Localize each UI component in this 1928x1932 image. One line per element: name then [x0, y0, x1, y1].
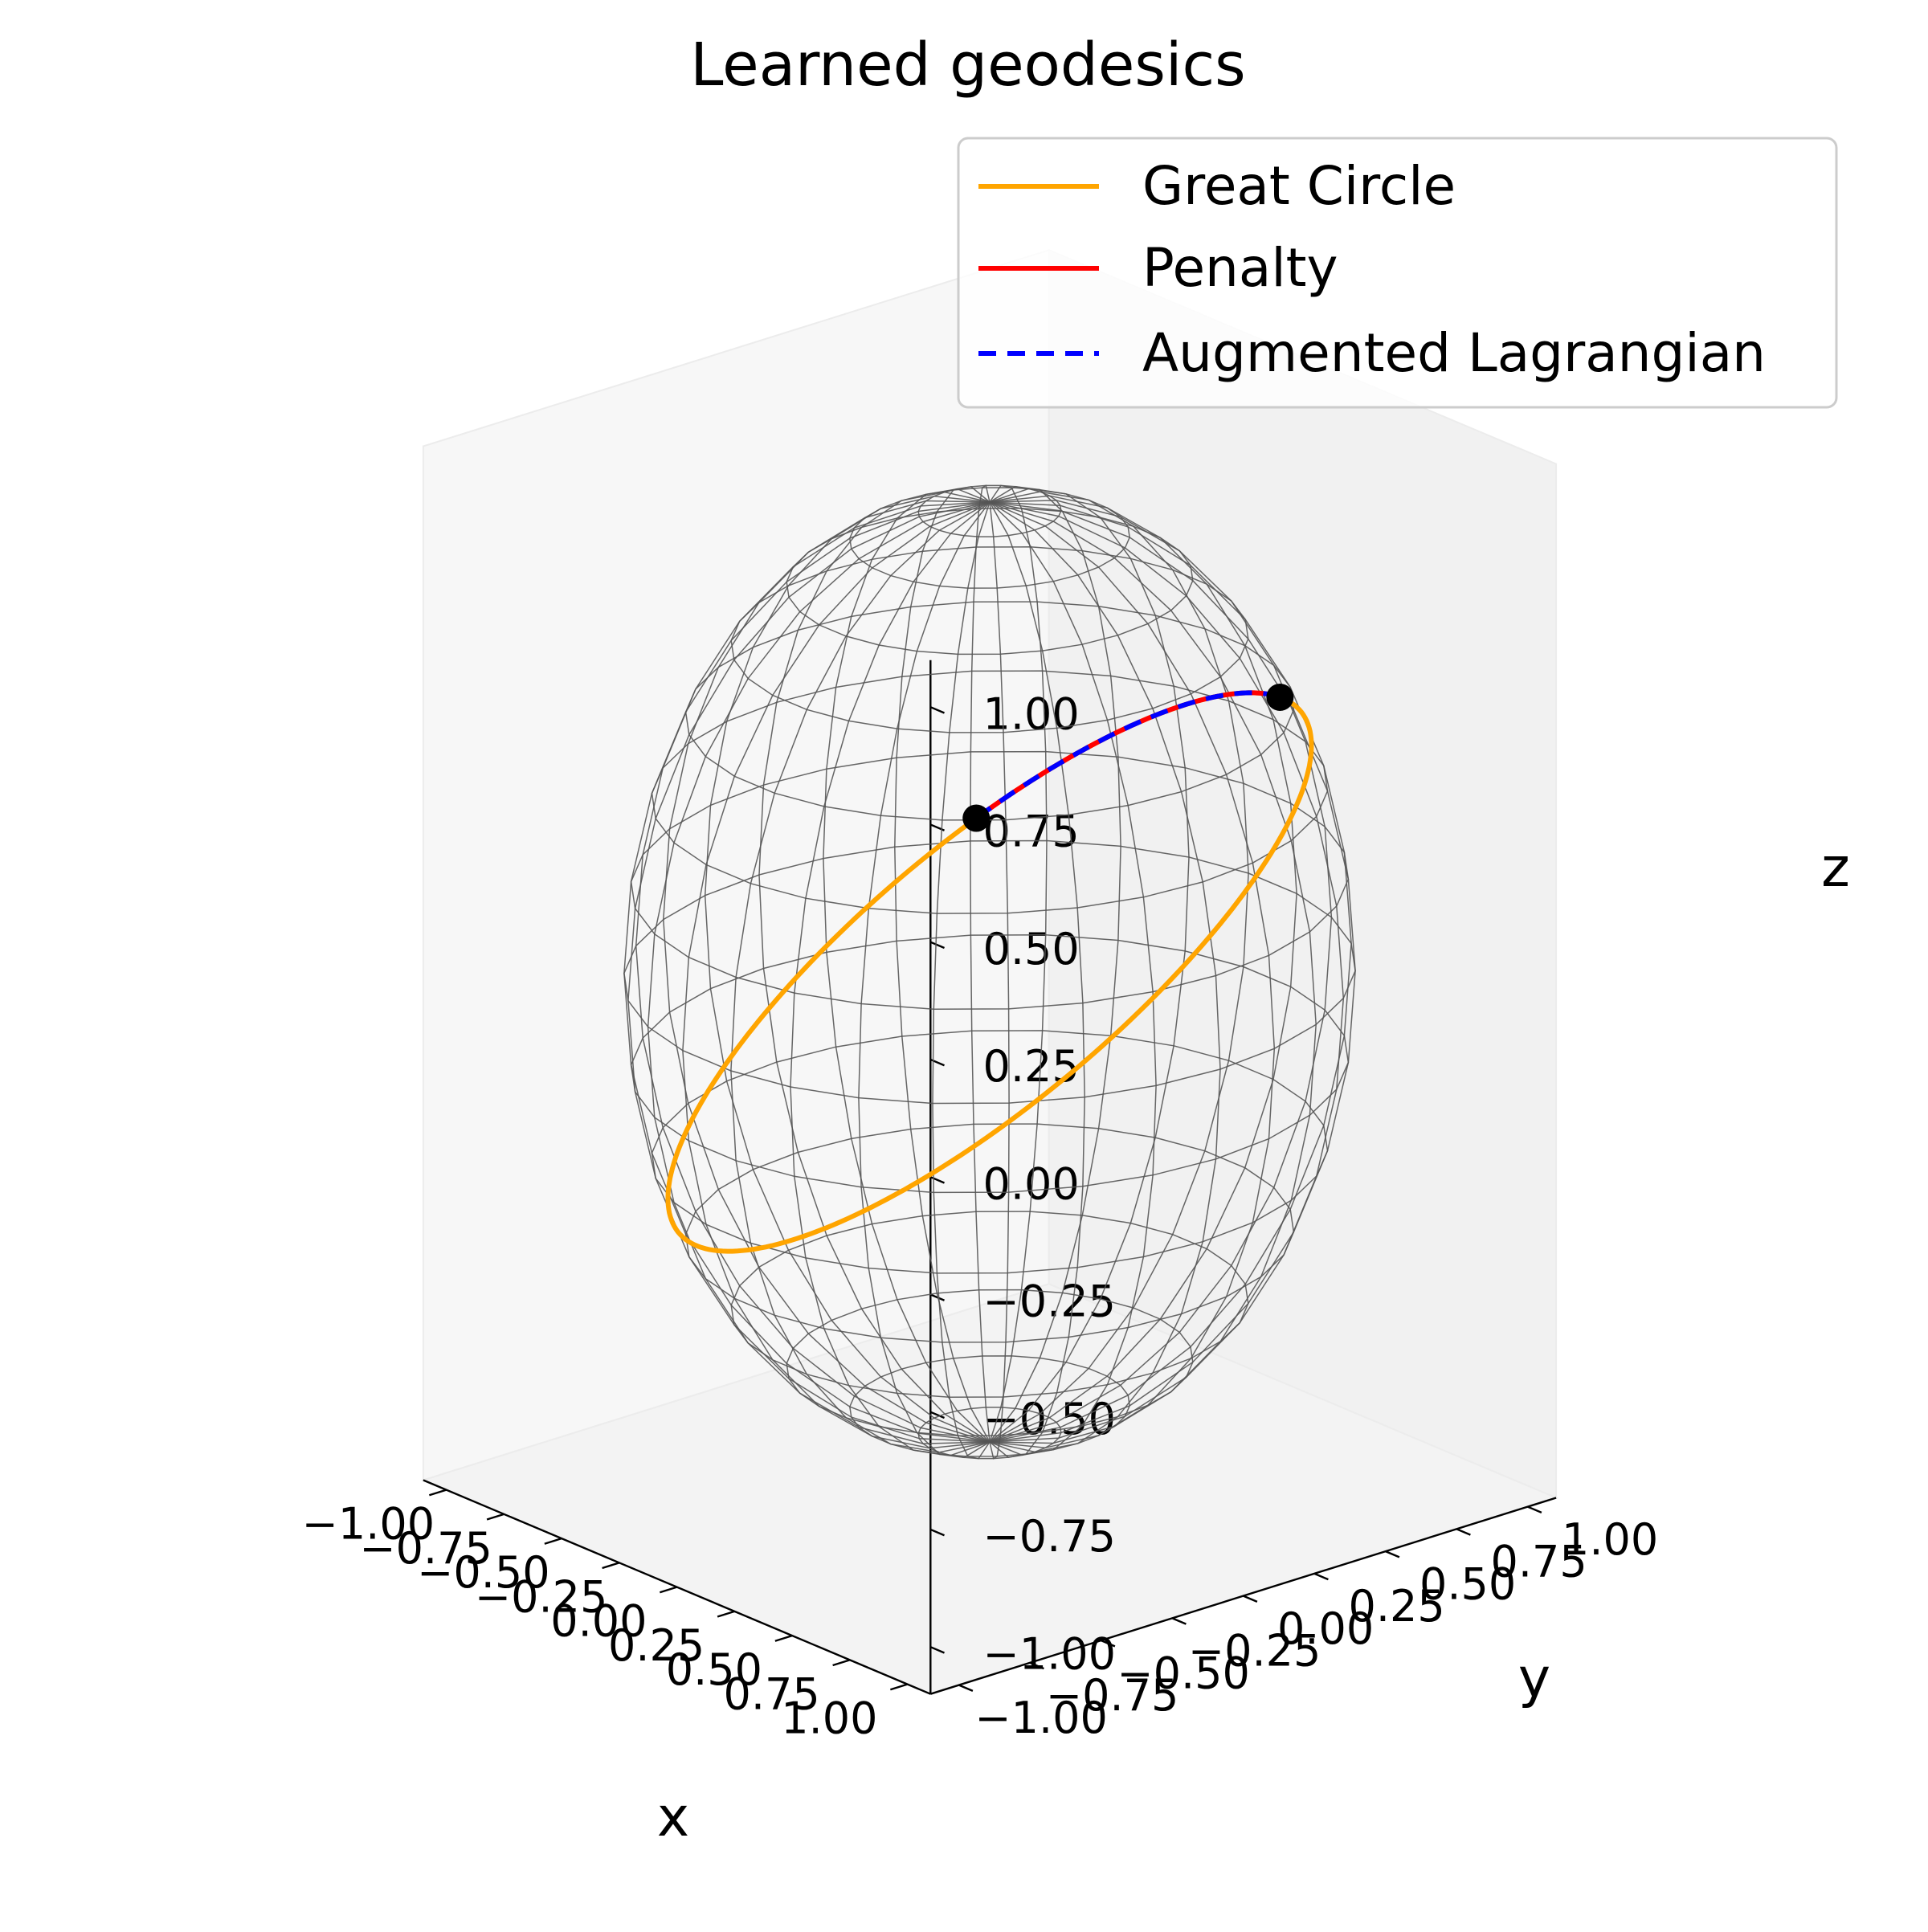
y-axis-label: y [1518, 1647, 1550, 1710]
meridian-line [682, 501, 991, 1449]
z-tick-label: 0.50 [983, 924, 1080, 974]
z-tick-label: −0.25 [983, 1276, 1116, 1327]
z-tick-label: −1.00 [983, 1628, 1116, 1679]
z-tick-mark [929, 1646, 945, 1654]
meridian-line [635, 501, 991, 1443]
x-tick-label: 0.25 [608, 1620, 705, 1671]
x-tick-mark [429, 1489, 447, 1497]
y-tick-mark [958, 1684, 974, 1692]
z-tick-mark [929, 1411, 945, 1419]
chart-title: Learned geodesics [690, 31, 1245, 100]
z-tick-mark [929, 1528, 945, 1537]
z-tick-mark [929, 941, 945, 950]
meridian-line [989, 501, 1085, 1458]
x-tick-mark [660, 1586, 677, 1594]
y-tick-mark [1029, 1661, 1044, 1670]
meridian-line [758, 491, 991, 1443]
x-tick-label: −0.75 [359, 1523, 492, 1574]
y-tick-mark [1456, 1528, 1471, 1536]
endpoint-marker [962, 804, 991, 832]
z-tick-label: 0.75 [983, 807, 1080, 857]
x-tick-label: −1.00 [302, 1499, 435, 1550]
x-tick-label: 0.75 [723, 1669, 819, 1719]
y-tick-label: 0.00 [1277, 1603, 1374, 1654]
meridian-line [663, 500, 991, 1443]
pane-left [422, 248, 1050, 1481]
axis-panes [420, 248, 1559, 1695]
x-tick-mark [602, 1562, 620, 1570]
axes: −1.00−1.00−1.00−0.75−0.75−0.75−0.50−0.50… [302, 660, 1658, 1744]
y-tick-label: 0.25 [1348, 1581, 1444, 1632]
curves [665, 690, 1314, 1254]
x-tick-mark [890, 1683, 908, 1691]
y-tick-mark [1101, 1639, 1116, 1648]
y-tick-label: −0.50 [1117, 1648, 1249, 1698]
x-tick-label: 0.50 [666, 1644, 762, 1695]
meridian-line [989, 501, 1345, 1443]
meridian-line [989, 501, 1010, 1460]
x-tick-mark [486, 1513, 504, 1521]
x-tick-label: 0.00 [550, 1596, 647, 1647]
endpoints [962, 683, 1294, 832]
x-tick-label: 1.00 [781, 1693, 877, 1744]
legend-frame [957, 137, 1838, 409]
legend: Great Circle Penalty Augmented Lagrangia… [957, 137, 1838, 409]
x-axis-line [423, 1479, 931, 1695]
y-tick-mark [1385, 1550, 1400, 1558]
z-tick-mark [929, 1176, 945, 1184]
sphere-wireframe [623, 484, 1356, 1460]
y-tick-label: 0.75 [1490, 1537, 1587, 1587]
x-tick-label: −0.50 [417, 1547, 549, 1598]
y-tick-mark [1313, 1572, 1329, 1581]
meridian-line [989, 484, 1048, 1443]
y-tick-mark [1171, 1617, 1187, 1625]
meridian-line [989, 491, 1249, 1443]
x-axis-label: x [657, 1786, 689, 1849]
meridian-line [858, 501, 991, 1459]
meridian-line [989, 501, 1221, 1453]
meridian-line [730, 501, 991, 1453]
y-tick-label: −0.75 [1046, 1670, 1178, 1721]
meridian-line [989, 501, 1157, 1456]
endpoint-marker [1266, 683, 1294, 711]
meridian-line [989, 501, 1352, 1443]
y-tick-mark [1243, 1595, 1258, 1603]
meridian-line [989, 501, 1356, 1443]
legend-label-augmented-lagrangian: Augmented Lagrangian [1142, 322, 1766, 384]
z-tick-label: 1.00 [983, 688, 1080, 739]
meridian-line [989, 501, 1317, 1444]
meridian-line [647, 501, 991, 1444]
pane-back [1048, 248, 1558, 1500]
x-tick-mark [774, 1634, 793, 1642]
z-tick-label: 0.25 [983, 1041, 1080, 1092]
legend-label-penalty: Penalty [1142, 237, 1338, 299]
meridian-line [623, 501, 991, 1443]
legend-label-great-circle: Great Circle [1142, 155, 1456, 217]
y-tick-label: 0.50 [1419, 1558, 1516, 1609]
meridian-line [627, 501, 991, 1443]
x-tick-label: −0.25 [475, 1571, 607, 1622]
meridian-line [989, 500, 1333, 1443]
z-tick-mark [929, 706, 945, 714]
x-tick-mark [544, 1537, 562, 1545]
z-axis-label: z [1821, 836, 1850, 900]
y-tick-label: 1.00 [1562, 1514, 1658, 1565]
meridian-line [790, 501, 991, 1456]
meridian-line [989, 488, 1190, 1443]
meridian-line [989, 495, 1297, 1443]
x-tick-mark [717, 1610, 735, 1618]
y-tick-label: −0.25 [1188, 1626, 1321, 1677]
meridian-line [989, 485, 1121, 1443]
meridian-line [932, 501, 991, 1460]
y-tick-mark [1527, 1505, 1542, 1513]
z-tick-label: −0.75 [983, 1511, 1116, 1562]
y-tick-label: −1.00 [974, 1693, 1107, 1743]
series-augmented-lagrangian [974, 690, 1281, 820]
x-tick-mark [832, 1659, 851, 1667]
